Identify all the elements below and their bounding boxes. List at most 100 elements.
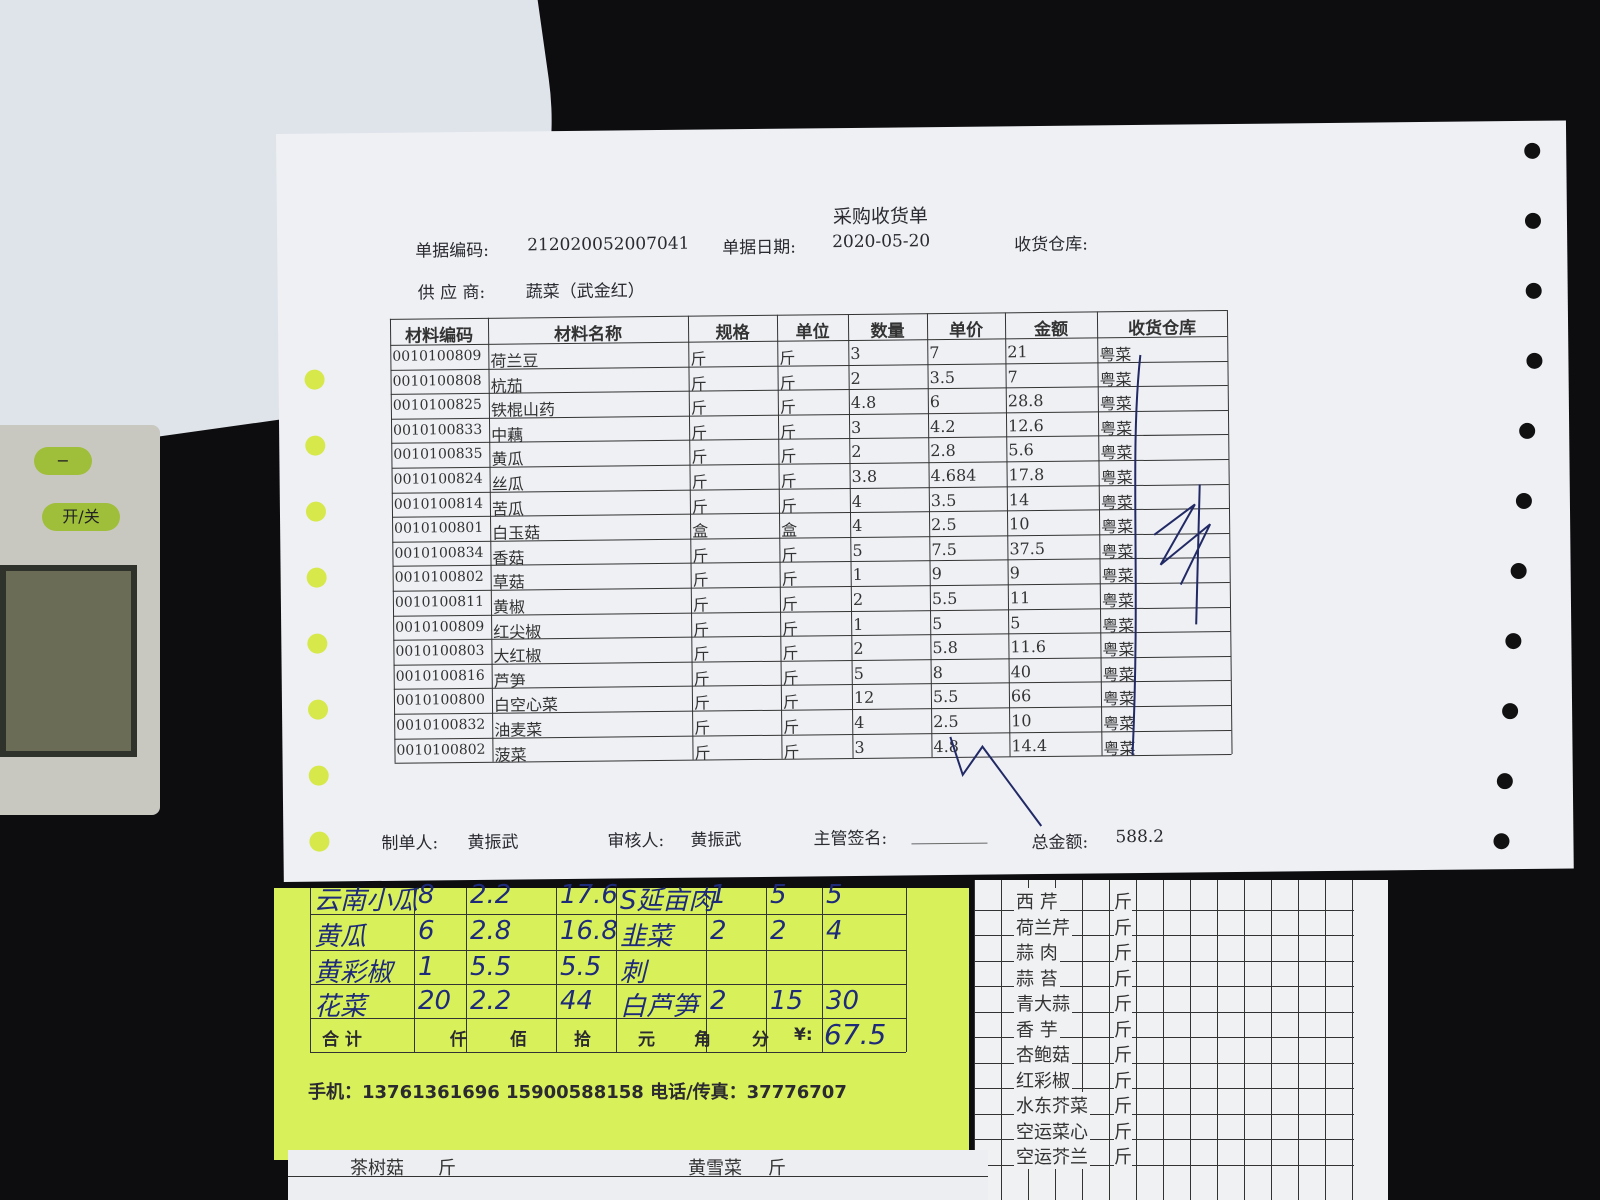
sheet-unit: 斤 xyxy=(1114,1143,1132,1169)
sheet-item: 黄雪菜 xyxy=(688,1158,742,1179)
sheet-unit: 斤 xyxy=(1114,913,1132,940)
order-sheet-bottom: 茶树菇 斤 黄雪菜 斤 xyxy=(288,1150,988,1200)
note-total-label: 拾 xyxy=(574,1030,591,1050)
note-total-label: 分 xyxy=(752,1030,769,1050)
note-vline xyxy=(906,888,907,1052)
note-vline xyxy=(616,888,617,1052)
handwriting: 44 xyxy=(560,986,594,1016)
sheet-item: 杏鲍菇 xyxy=(1014,1041,1072,1067)
sheet-unit: 斤 xyxy=(1114,1117,1132,1144)
note-total-label: 角 xyxy=(694,1030,711,1050)
pen-mark xyxy=(949,736,1043,827)
handwriting: 2.2 xyxy=(470,986,512,1016)
note-vline xyxy=(766,888,767,1052)
handwriting: 云南小瓜 xyxy=(314,886,419,916)
note-vline xyxy=(822,888,823,1052)
note-hline xyxy=(310,1018,906,1019)
handwriting: 4 xyxy=(826,916,843,946)
sheet-unit: 斤 xyxy=(1114,990,1132,1016)
sheet-unit: 斤 xyxy=(1114,1066,1132,1093)
order-sheet: 西 芹斤荷兰芹斤蒜 肉斤蒜 苔斤青大蒜斤香 芋斤杏鲍菇斤红彩椒斤水东芥菜斤空运菜… xyxy=(974,880,1388,1200)
sheet-vline xyxy=(974,880,975,1200)
note-hline xyxy=(310,1052,906,1053)
handwriting: 16.8 xyxy=(560,916,618,946)
handwriting: 6 xyxy=(418,916,435,946)
handwriting: 2 xyxy=(710,916,727,946)
handwriting: 刺 xyxy=(620,958,647,988)
sheet-item: 荷兰芹 xyxy=(1014,913,1072,940)
sheet-vline xyxy=(1001,880,1002,1200)
receipt: 采购收货单 单据编码: 212020052007041 单据日期: 2020-0… xyxy=(276,120,1574,882)
sheet-vline xyxy=(1325,880,1326,1200)
note-vline xyxy=(310,888,311,1052)
sheet-item: 香 芋 xyxy=(1014,1015,1060,1042)
sheet-unit: 斤 xyxy=(1114,964,1132,991)
sheet-item: 空运芥兰 xyxy=(1014,1143,1090,1169)
note-vline xyxy=(706,888,707,1052)
sheet-item: 西 芹 xyxy=(1014,888,1060,914)
sheet-hline xyxy=(974,1113,1354,1115)
handwriting: 2.8 xyxy=(470,916,512,946)
sheet-vline xyxy=(1163,880,1164,1200)
feed-holes-right xyxy=(1493,142,1543,850)
sheet-unit: 斤 xyxy=(1114,1092,1132,1118)
sheet-hline xyxy=(288,1176,988,1177)
sheet-vline xyxy=(1082,880,1083,1200)
sheet-item: 茶树菇 xyxy=(350,1158,404,1179)
phone-line: 手机：13761361696 15900588158 电话/传真：3777670… xyxy=(308,1082,847,1103)
handwriting: 5.5 xyxy=(470,952,512,982)
sheet-item: 青大蒜 xyxy=(1014,990,1072,1016)
sheet-unit: 斤 xyxy=(438,1158,456,1179)
handwriting: 2 xyxy=(770,916,787,946)
sheet-vline xyxy=(1271,880,1272,1200)
sheet-vline xyxy=(1352,880,1353,1200)
yellow-note: 手机：13761361696 15900588158 电话/传真：3777670… xyxy=(274,880,969,1160)
sheet-item: 水东芥菜 xyxy=(1014,1092,1090,1118)
handwriting: 67.5 xyxy=(824,1018,887,1051)
receipt-decor xyxy=(304,142,1543,852)
sheet-hline xyxy=(974,960,1354,962)
handwriting: 5 xyxy=(826,880,843,910)
note-total-label: 佰 xyxy=(510,1030,527,1050)
note-hline xyxy=(310,984,906,985)
signature xyxy=(1131,354,1212,756)
sheet-hline xyxy=(974,1088,1354,1089)
handwriting: 黄瓜 xyxy=(314,922,367,952)
handwriting: 2.2 xyxy=(470,880,512,910)
sheet-hline xyxy=(974,935,1354,936)
feed-holes xyxy=(304,369,330,852)
handwriting: 5 xyxy=(770,880,787,910)
sheet-item: 空运菜心 xyxy=(1014,1117,1090,1144)
sheet-hline xyxy=(974,1164,1354,1166)
calc-key: − xyxy=(34,447,92,475)
note-vline xyxy=(466,888,467,1052)
sheet-item: 蒜 苔 xyxy=(1014,964,1060,991)
sheet-hline xyxy=(974,1011,1354,1013)
sheet-unit: 斤 xyxy=(1114,1041,1132,1067)
sheet-vline xyxy=(1217,880,1218,1200)
note-total-label: 元 xyxy=(638,1030,655,1050)
note-hline xyxy=(310,950,906,951)
handwriting: 韭菜 xyxy=(620,922,673,952)
sheet-hline xyxy=(974,1139,1354,1140)
handwriting: 花菜 xyxy=(314,992,367,1022)
handwriting: S延亩肉 xyxy=(620,886,715,916)
sheet-item: 蒜 肉 xyxy=(1014,939,1060,965)
sheet-vline xyxy=(1136,880,1137,1200)
handwriting: 5.5 xyxy=(560,952,602,982)
note-hline xyxy=(310,914,906,915)
sheet-unit: 斤 xyxy=(1114,888,1132,914)
calculator: − 开/关 xyxy=(0,425,160,815)
sheet-vline xyxy=(1190,880,1191,1200)
handwriting: 20 xyxy=(418,986,452,1016)
sheet-vline xyxy=(1298,880,1299,1200)
handwriting: 1 xyxy=(710,880,727,910)
sheet-hline xyxy=(974,909,1354,911)
sheet-hline xyxy=(974,1037,1354,1038)
note-vline xyxy=(556,888,557,1052)
sheet-unit: 斤 xyxy=(768,1158,786,1179)
handwriting: 30 xyxy=(826,986,860,1016)
sheet-item: 红彩椒 xyxy=(1014,1066,1072,1093)
sheet-unit: 斤 xyxy=(1114,1015,1132,1042)
